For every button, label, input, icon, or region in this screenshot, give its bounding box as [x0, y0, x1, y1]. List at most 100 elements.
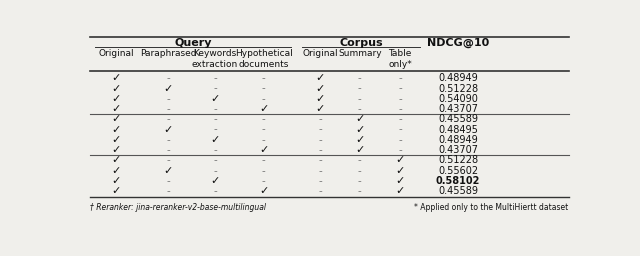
Text: ✓: ✓ — [316, 94, 324, 104]
Text: -: - — [262, 176, 266, 186]
Text: -: - — [398, 73, 402, 83]
Text: ✓: ✓ — [259, 145, 268, 155]
Text: -: - — [358, 166, 362, 176]
Text: -: - — [398, 125, 402, 135]
Text: Summary: Summary — [338, 49, 381, 58]
Text: -: - — [358, 176, 362, 186]
Text: ✓: ✓ — [111, 186, 121, 196]
Text: * Applied only to the MultiHiertt dataset: * Applied only to the MultiHiertt datase… — [414, 203, 568, 212]
Text: -: - — [166, 135, 170, 145]
Text: ✓: ✓ — [111, 94, 121, 104]
Text: ✓: ✓ — [396, 155, 404, 165]
Text: ✓: ✓ — [355, 135, 364, 145]
Text: ✓: ✓ — [111, 125, 121, 135]
Text: ✓: ✓ — [210, 176, 220, 186]
Text: 0.58102: 0.58102 — [436, 176, 480, 186]
Text: Table
only*: Table only* — [388, 49, 412, 69]
Text: 0.48949: 0.48949 — [438, 135, 478, 145]
Text: -: - — [398, 94, 402, 104]
Text: -: - — [262, 125, 266, 135]
Text: ✓: ✓ — [355, 114, 364, 124]
Text: -: - — [358, 73, 362, 83]
Text: 0.48495: 0.48495 — [438, 125, 478, 135]
Text: -: - — [213, 155, 217, 165]
Text: 0.48949: 0.48949 — [438, 73, 478, 83]
Text: -: - — [213, 125, 217, 135]
Text: ✓: ✓ — [164, 125, 173, 135]
Text: -: - — [262, 94, 266, 104]
Text: NDCG@10: NDCG@10 — [427, 38, 489, 48]
Text: ✓: ✓ — [111, 166, 121, 176]
Text: ✓: ✓ — [210, 135, 220, 145]
Text: ✓: ✓ — [259, 104, 268, 114]
Text: ✓: ✓ — [259, 186, 268, 196]
Text: -: - — [213, 104, 217, 114]
Text: -: - — [213, 145, 217, 155]
Text: -: - — [213, 186, 217, 196]
Text: ✓: ✓ — [111, 176, 121, 186]
Text: -: - — [166, 176, 170, 186]
Text: -: - — [166, 73, 170, 83]
Text: -: - — [262, 155, 266, 165]
Text: -: - — [262, 166, 266, 176]
Text: 0.55602: 0.55602 — [438, 166, 478, 176]
Text: Paraphrased: Paraphrased — [140, 49, 196, 58]
Text: 0.51228: 0.51228 — [438, 83, 478, 93]
Text: -: - — [166, 145, 170, 155]
Text: -: - — [262, 114, 266, 124]
Text: ✓: ✓ — [111, 83, 121, 93]
Text: -: - — [358, 83, 362, 93]
Text: ✓: ✓ — [111, 135, 121, 145]
Text: -: - — [318, 186, 322, 196]
Text: -: - — [398, 135, 402, 145]
Text: -: - — [213, 166, 217, 176]
Text: -: - — [318, 114, 322, 124]
Text: Query: Query — [174, 38, 212, 48]
Text: ✓: ✓ — [210, 94, 220, 104]
Text: ✓: ✓ — [316, 83, 324, 93]
Text: 0.54090: 0.54090 — [438, 94, 478, 104]
Text: -: - — [358, 155, 362, 165]
Text: Original: Original — [99, 49, 134, 58]
Text: † Reranker: jina-reranker-v2-base-multilingual: † Reranker: jina-reranker-v2-base-multil… — [90, 203, 266, 212]
Text: -: - — [213, 114, 217, 124]
Text: ✓: ✓ — [355, 145, 364, 155]
Text: Corpus: Corpus — [339, 38, 383, 48]
Text: 0.43707: 0.43707 — [438, 145, 478, 155]
Text: -: - — [398, 83, 402, 93]
Text: ✓: ✓ — [111, 73, 121, 83]
Text: 0.45589: 0.45589 — [438, 186, 478, 196]
Text: -: - — [166, 114, 170, 124]
Text: -: - — [213, 83, 217, 93]
Text: -: - — [358, 186, 362, 196]
Text: -: - — [318, 166, 322, 176]
Text: ✓: ✓ — [111, 145, 121, 155]
Text: ✓: ✓ — [396, 186, 404, 196]
Text: -: - — [318, 145, 322, 155]
Text: -: - — [318, 125, 322, 135]
Text: -: - — [398, 114, 402, 124]
Text: -: - — [166, 186, 170, 196]
Text: -: - — [398, 145, 402, 155]
Text: ✓: ✓ — [355, 125, 364, 135]
Text: -: - — [318, 176, 322, 186]
Text: -: - — [398, 104, 402, 114]
Text: ✓: ✓ — [396, 166, 404, 176]
Text: ✓: ✓ — [111, 104, 121, 114]
Text: -: - — [213, 73, 217, 83]
Text: ✓: ✓ — [164, 83, 173, 93]
Text: ✓: ✓ — [396, 176, 404, 186]
Text: ✓: ✓ — [111, 114, 121, 124]
Text: 0.43707: 0.43707 — [438, 104, 478, 114]
Text: -: - — [262, 73, 266, 83]
Text: Keywords
extraction: Keywords extraction — [192, 49, 238, 69]
Text: ✓: ✓ — [316, 73, 324, 83]
Text: -: - — [262, 135, 266, 145]
Text: -: - — [166, 104, 170, 114]
Text: -: - — [318, 155, 322, 165]
Text: -: - — [262, 83, 266, 93]
Text: -: - — [318, 135, 322, 145]
Text: Original: Original — [302, 49, 338, 58]
Text: ✓: ✓ — [164, 166, 173, 176]
Text: -: - — [358, 104, 362, 114]
